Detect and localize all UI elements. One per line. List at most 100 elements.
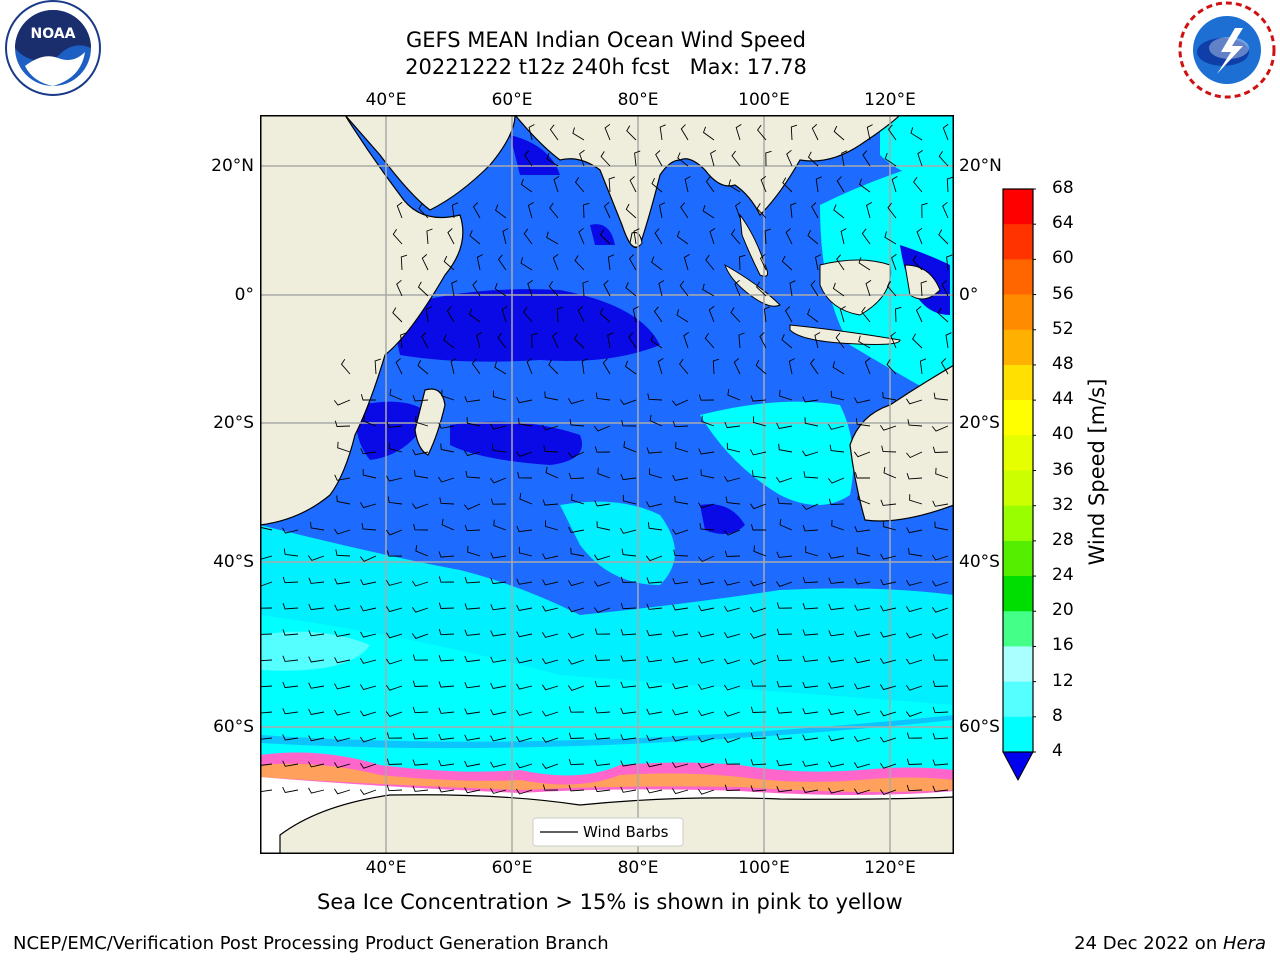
footer-left: NCEP/EMC/Verification Post Processing Pr…	[13, 933, 609, 954]
wind-barb	[854, 709, 871, 716]
wind-barb	[672, 656, 689, 664]
wind-barb	[260, 555, 273, 560]
wind-barb	[541, 763, 559, 769]
wind-barb	[755, 359, 767, 375]
wind-barb	[880, 763, 897, 769]
wind-barb	[841, 150, 848, 167]
wind-barb	[396, 279, 403, 297]
lon-tick-bottom: 120°E	[864, 858, 916, 878]
wind-barb	[568, 580, 585, 587]
wind-barb	[828, 552, 845, 559]
wind-barb	[620, 629, 637, 636]
wind-barb	[765, 150, 772, 167]
wind-barb	[866, 202, 873, 219]
wind-barb	[880, 553, 897, 560]
colorbar-segment	[1003, 189, 1033, 225]
wind-barb	[451, 202, 459, 219]
wind-barb	[698, 657, 715, 664]
wind-barb	[763, 306, 771, 323]
wind-barb	[417, 360, 429, 375]
wind-barb	[516, 604, 533, 612]
wind-barb	[543, 445, 559, 453]
wind-barb	[679, 280, 689, 297]
wind-barb	[603, 202, 611, 219]
wind-barb	[884, 152, 897, 167]
wind-barb	[552, 331, 559, 349]
wind-barb	[542, 499, 559, 506]
wind-barb	[363, 415, 377, 427]
wind-barb	[386, 658, 403, 665]
wind-barb	[932, 733, 949, 740]
wind-barb	[815, 176, 822, 193]
wind-barb	[750, 680, 767, 687]
wind-barb	[599, 307, 611, 323]
wind-barb	[750, 449, 767, 456]
wind-barb	[906, 685, 923, 691]
wind-barb	[385, 711, 403, 717]
colorbar-tick-label: 24	[1052, 565, 1074, 586]
wind-barb	[490, 630, 507, 637]
wind-barb	[260, 659, 273, 662]
wind-barb	[932, 500, 949, 507]
wind-barb	[646, 787, 663, 794]
wind-barb	[781, 255, 793, 271]
wind-barb	[501, 306, 508, 323]
wind-barb	[907, 419, 923, 427]
wind-barb	[438, 681, 455, 688]
wind-barb	[683, 332, 689, 349]
wind-barb	[334, 735, 351, 742]
wind-barb	[942, 201, 949, 219]
wind-barb	[597, 467, 611, 479]
wind-barb	[723, 737, 741, 743]
wind-barb	[906, 473, 923, 480]
wind-barb	[673, 549, 689, 557]
wind-barb	[443, 255, 455, 271]
wind-barb	[282, 760, 299, 767]
wind-barb	[942, 123, 949, 141]
wind-barb	[489, 477, 507, 484]
lat-tick-left: 40°S	[213, 552, 254, 572]
wind-barb	[723, 529, 741, 536]
wind-barb	[831, 519, 845, 531]
wind-barb	[389, 388, 403, 401]
wind-barb	[750, 633, 767, 639]
lon-tick-bottom: 40°E	[365, 858, 407, 878]
wind-barb	[776, 551, 793, 558]
colorbar-tick-label: 44	[1052, 389, 1074, 410]
wind-barb	[337, 441, 351, 453]
colorbar-segment	[1003, 646, 1033, 683]
wind-barb	[919, 358, 927, 375]
wind-barb	[932, 580, 949, 587]
wind-barb	[698, 394, 715, 401]
wind-barb	[568, 632, 585, 639]
wind-barb	[858, 257, 871, 271]
wind-barb	[672, 761, 689, 768]
wind-barb	[776, 628, 793, 635]
wind-barb	[360, 394, 376, 401]
wind-barb	[439, 497, 455, 505]
wind-barb	[621, 419, 637, 427]
wind-barb	[568, 526, 585, 534]
wind-barb	[866, 124, 873, 141]
wind-barb	[490, 656, 507, 663]
wind-barb	[260, 711, 273, 714]
colorbar-tick-label: 36	[1052, 459, 1074, 480]
wind-barb	[260, 737, 273, 740]
wind-barb	[833, 125, 845, 141]
wind-barb	[802, 786, 819, 794]
wind-barb	[490, 577, 507, 585]
wind-barb	[940, 358, 949, 375]
wind-barb	[698, 555, 715, 563]
wind-barb	[283, 548, 299, 557]
wind-barb	[832, 282, 845, 297]
wind-barb	[895, 306, 902, 323]
colorbar-segment	[1003, 540, 1033, 577]
wind-barb	[674, 495, 689, 505]
wind-barb	[932, 785, 949, 792]
wind-barb	[698, 631, 715, 638]
wind-barb	[413, 523, 429, 531]
wind-barb	[651, 178, 663, 193]
wind-barb	[438, 576, 455, 583]
map-plot: Wind Barbs	[260, 115, 954, 854]
wind-barb	[282, 629, 299, 636]
